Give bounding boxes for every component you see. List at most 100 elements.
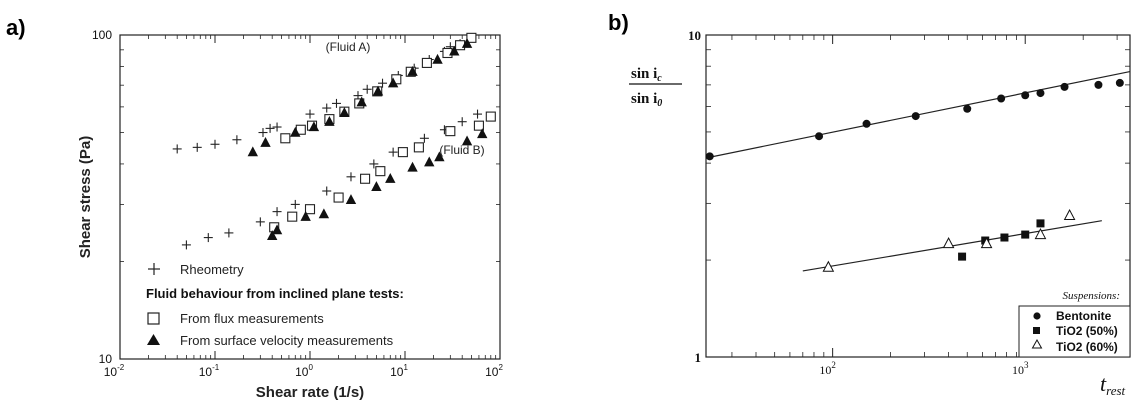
legend-label-tio2-60: TiO2 (60%) bbox=[1056, 340, 1118, 354]
b-point-1-3 bbox=[1021, 230, 1030, 239]
panel-label-b: b) bbox=[608, 10, 629, 35]
a-point-rheometry-3 bbox=[232, 135, 242, 145]
b-point-2-4 bbox=[1063, 208, 1076, 221]
a-point-rheometry-4 bbox=[258, 128, 268, 138]
plot-a-y-ticks: 10 100 bbox=[92, 28, 500, 366]
b-point-0-1 bbox=[815, 132, 824, 141]
plot-a-points bbox=[172, 32, 496, 250]
a-point-rheometry-11 bbox=[362, 84, 372, 94]
legend-heading: Fluid behaviour from inclined plane test… bbox=[146, 286, 404, 301]
legend-marker-flux bbox=[147, 312, 160, 325]
a-point-surface-21 bbox=[424, 156, 435, 167]
b-point-0-4 bbox=[963, 104, 972, 113]
a-point-flux-20 bbox=[413, 142, 424, 153]
b-point-1-4 bbox=[1036, 219, 1045, 228]
b-point-0-6 bbox=[1021, 91, 1030, 100]
a-point-rheometry-21 bbox=[224, 228, 234, 238]
a-point-rheometry-24 bbox=[290, 199, 300, 209]
a-point-rheometry-7 bbox=[305, 109, 315, 119]
a-point-surface-4 bbox=[324, 115, 335, 126]
a-point-flux-19 bbox=[397, 147, 408, 158]
legend-marker-tio2-50 bbox=[1033, 327, 1040, 334]
legend-marker-rheometry bbox=[148, 263, 160, 275]
a-point-surface-5 bbox=[339, 107, 350, 118]
a-xtick-label-0: 10-2 bbox=[104, 363, 125, 379]
plot-b-frame bbox=[705, 34, 1131, 358]
b-point-0-7 bbox=[1036, 89, 1045, 98]
a-point-surface-18 bbox=[371, 181, 382, 191]
b-point-2-3 bbox=[1034, 227, 1047, 240]
panel-label-a: a) bbox=[6, 15, 26, 40]
a-point-surface-13 bbox=[266, 230, 278, 240]
plot-b-fit-lines bbox=[705, 70, 1131, 272]
ylabel-numerator: sin ic bbox=[631, 66, 662, 84]
a-xtick-label-2: 100 bbox=[295, 363, 313, 379]
a-point-rheometry-8 bbox=[322, 103, 332, 113]
a-point-surface-6 bbox=[356, 96, 367, 107]
a-point-rheometry-2 bbox=[210, 139, 220, 149]
b-point-0-10 bbox=[1115, 78, 1124, 87]
plot-b-ylabel: sin ic sin i0 bbox=[629, 66, 682, 109]
a-point-flux-16 bbox=[333, 192, 344, 203]
a-point-rheometry-29 bbox=[419, 133, 429, 143]
legend-label-rheometry: Rheometry bbox=[180, 262, 244, 277]
a-point-surface-23 bbox=[461, 135, 473, 146]
a-ytick-label-1: 100 bbox=[92, 28, 112, 42]
a-point-rheometry-0 bbox=[172, 144, 182, 154]
b-ytick-label-1: 10 bbox=[688, 28, 701, 43]
plot-a-legend: Rheometry Fluid behaviour from inclined … bbox=[146, 262, 404, 348]
plot-a-xlabel: Shear rate (1/s) bbox=[256, 384, 364, 401]
a-point-surface-14 bbox=[271, 224, 283, 235]
annotation-fluid-a: (Fluid A) bbox=[326, 40, 371, 54]
b-point-2-2 bbox=[980, 237, 993, 249]
a-point-flux-11 bbox=[455, 40, 466, 51]
legend-title: Suspensions: bbox=[1063, 290, 1120, 302]
a-point-rheometry-22 bbox=[255, 217, 265, 227]
b-point-0-0 bbox=[705, 152, 714, 161]
a-ytick-label-0: 10 bbox=[99, 352, 113, 366]
a-point-flux-21 bbox=[445, 126, 456, 137]
a-point-surface-17 bbox=[345, 194, 357, 204]
a-point-rheometry-12 bbox=[378, 78, 388, 88]
a-point-surface-2 bbox=[290, 126, 301, 137]
a-point-surface-12 bbox=[461, 37, 473, 48]
a-xtick-label-1: 10-1 bbox=[199, 363, 220, 379]
legend-label-surface: From surface velocity measurements bbox=[180, 333, 394, 348]
b-point-1-0 bbox=[958, 252, 967, 261]
b-xtick-label-1: 103 bbox=[1012, 360, 1029, 377]
a-point-rheometry-31 bbox=[457, 117, 467, 127]
a-point-flux-9 bbox=[421, 57, 432, 68]
a-point-surface-22 bbox=[434, 151, 445, 162]
plot-b-legend: Suspensions: Bentonite TiO2 (50%) TiO2 (… bbox=[1018, 290, 1131, 358]
b-ytick-label-0: 1 bbox=[695, 350, 702, 365]
b-point-0-8 bbox=[1060, 82, 1069, 91]
a-point-rheometry-1 bbox=[192, 142, 202, 152]
a-point-flux-0 bbox=[280, 133, 291, 144]
b-point-0-3 bbox=[911, 112, 920, 121]
a-point-rheometry-23 bbox=[272, 207, 282, 217]
a-point-surface-1 bbox=[260, 137, 271, 147]
legend-label-bentonite: Bentonite bbox=[1056, 309, 1112, 323]
a-point-rheometry-25 bbox=[322, 186, 332, 196]
b-point-2-0 bbox=[822, 260, 835, 272]
a-point-rheometry-32 bbox=[473, 109, 483, 119]
plot-b-x-ticks: 102 103 bbox=[731, 35, 1118, 377]
plot-b-points bbox=[705, 78, 1124, 272]
plot-a-ylabel: Shear stress (Pa) bbox=[77, 136, 94, 259]
a-point-rheometry-28 bbox=[388, 147, 398, 157]
ylabel-denominator: sin i0 bbox=[631, 91, 662, 109]
b-point-2-1 bbox=[942, 237, 955, 249]
plot-a-x-ticks: 10-2 10-1 100 101 102 bbox=[104, 35, 503, 379]
annotation-fluid-b: (Fluid B) bbox=[439, 143, 484, 157]
b-point-0-2 bbox=[862, 119, 871, 128]
a-point-surface-16 bbox=[318, 208, 330, 219]
a-point-flux-14 bbox=[287, 211, 298, 222]
a-point-surface-10 bbox=[432, 53, 443, 64]
a-point-surface-11 bbox=[449, 45, 460, 56]
plot-b-xlabel: trest bbox=[1100, 371, 1126, 398]
legend-marker-surface bbox=[147, 334, 160, 345]
a-point-surface-7 bbox=[372, 85, 384, 96]
b-point-0-9 bbox=[1094, 80, 1103, 89]
a-point-flux-22 bbox=[473, 120, 484, 131]
